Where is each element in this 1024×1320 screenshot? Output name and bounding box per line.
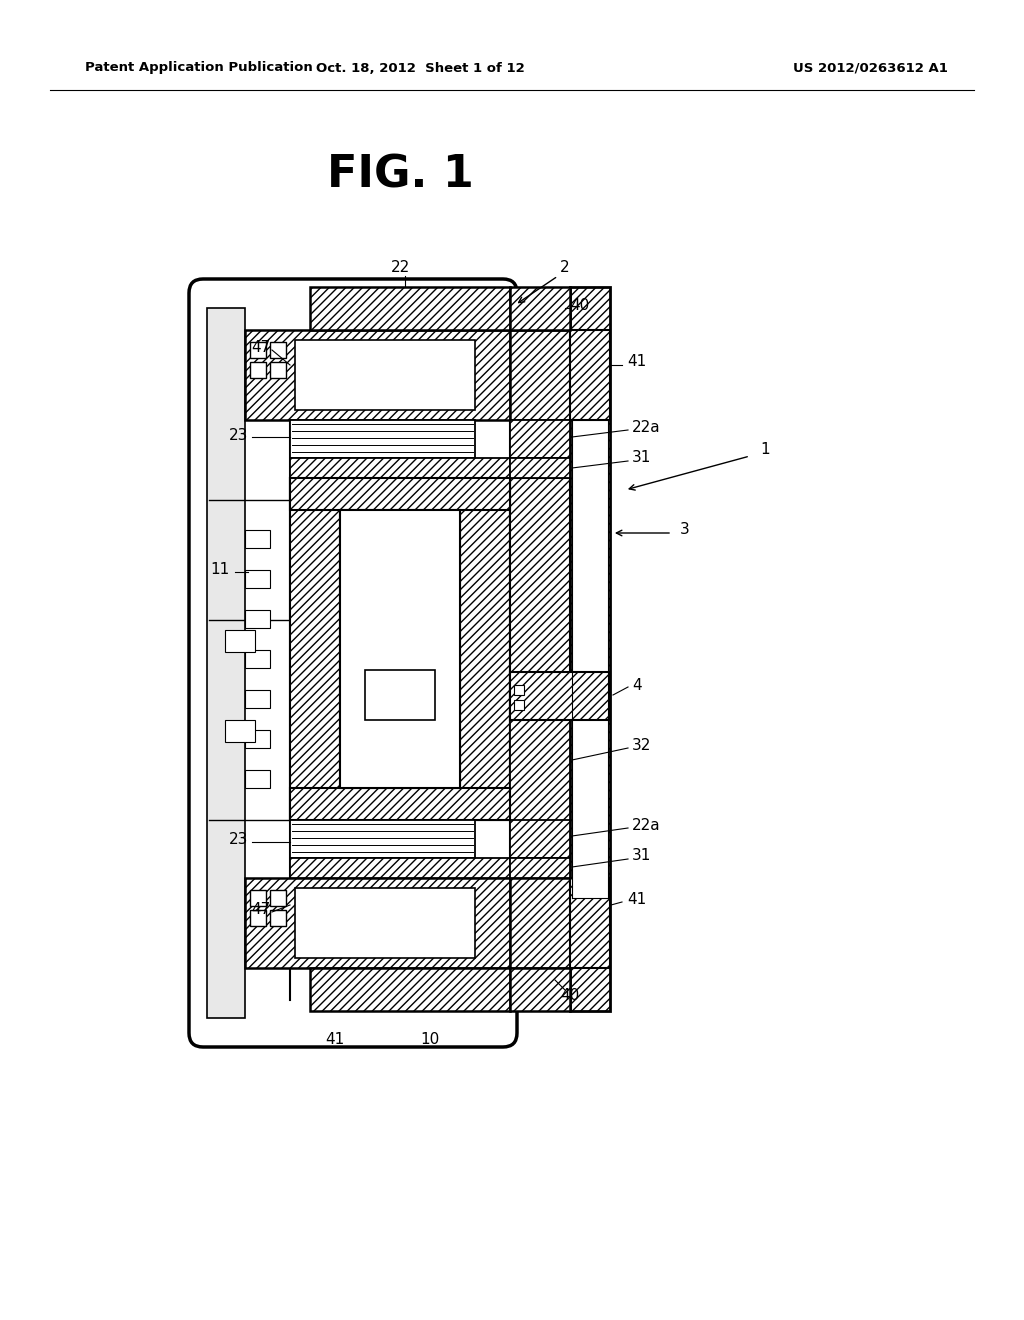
Text: 10: 10 bbox=[421, 1032, 439, 1048]
Bar bbox=[310, 968, 510, 1011]
Bar bbox=[290, 478, 340, 820]
FancyBboxPatch shape bbox=[189, 279, 517, 1047]
Bar bbox=[270, 362, 286, 378]
Text: 32: 32 bbox=[632, 738, 651, 752]
Bar bbox=[510, 330, 570, 420]
Text: 40: 40 bbox=[570, 297, 589, 313]
Bar bbox=[510, 672, 610, 719]
Text: US 2012/0263612 A1: US 2012/0263612 A1 bbox=[793, 62, 947, 74]
Text: 23: 23 bbox=[228, 833, 248, 847]
Bar bbox=[245, 878, 510, 968]
Text: 22a: 22a bbox=[632, 421, 660, 436]
Text: Patent Application Publication: Patent Application Publication bbox=[85, 62, 312, 74]
Bar bbox=[340, 510, 460, 788]
Bar bbox=[207, 308, 245, 1018]
Text: 31: 31 bbox=[632, 450, 651, 466]
Bar bbox=[250, 362, 266, 378]
Text: 3: 3 bbox=[680, 523, 690, 537]
Text: 1: 1 bbox=[760, 442, 770, 458]
Text: 40: 40 bbox=[560, 987, 580, 1002]
Bar bbox=[225, 630, 255, 652]
Bar bbox=[510, 858, 570, 878]
Bar bbox=[245, 531, 270, 548]
Bar bbox=[510, 458, 570, 478]
Bar bbox=[250, 909, 266, 927]
Text: Oct. 18, 2012  Sheet 1 of 12: Oct. 18, 2012 Sheet 1 of 12 bbox=[315, 62, 524, 74]
Bar bbox=[270, 909, 286, 927]
Text: 47: 47 bbox=[251, 341, 270, 355]
Bar bbox=[250, 890, 266, 906]
Bar bbox=[245, 690, 270, 708]
Bar bbox=[270, 890, 286, 906]
Text: 22: 22 bbox=[390, 260, 410, 276]
Bar bbox=[460, 478, 510, 820]
Bar bbox=[514, 685, 524, 696]
Text: 4: 4 bbox=[632, 677, 642, 693]
Bar bbox=[510, 878, 570, 968]
Text: 41: 41 bbox=[627, 892, 646, 908]
Bar bbox=[290, 788, 510, 820]
Bar bbox=[510, 478, 570, 820]
Text: 2: 2 bbox=[560, 260, 569, 276]
Bar bbox=[510, 820, 570, 858]
Bar bbox=[290, 458, 510, 478]
Bar bbox=[245, 610, 270, 628]
Bar bbox=[245, 770, 270, 788]
Text: 11: 11 bbox=[211, 562, 230, 578]
Bar bbox=[250, 342, 266, 358]
Text: 22a: 22a bbox=[632, 818, 660, 833]
Bar bbox=[290, 858, 510, 878]
Bar bbox=[295, 888, 475, 958]
Bar bbox=[290, 820, 475, 858]
Bar bbox=[572, 420, 608, 898]
Bar bbox=[290, 478, 510, 510]
Text: 23: 23 bbox=[228, 428, 248, 442]
Bar bbox=[365, 671, 435, 719]
Bar bbox=[245, 649, 270, 668]
Bar bbox=[310, 286, 510, 330]
Bar bbox=[510, 968, 570, 1011]
Bar bbox=[245, 730, 270, 748]
Bar bbox=[510, 286, 570, 330]
Bar bbox=[245, 570, 270, 587]
Bar bbox=[245, 330, 510, 420]
Text: 31: 31 bbox=[632, 849, 651, 863]
Bar bbox=[570, 878, 610, 968]
Bar bbox=[270, 342, 286, 358]
Bar bbox=[570, 330, 610, 420]
Text: 41: 41 bbox=[326, 1032, 345, 1048]
Bar bbox=[510, 719, 570, 869]
Bar bbox=[225, 719, 255, 742]
Text: FIG. 1: FIG. 1 bbox=[327, 153, 473, 197]
Bar bbox=[510, 420, 570, 458]
Text: 41: 41 bbox=[627, 355, 646, 370]
Bar bbox=[290, 420, 475, 458]
Bar bbox=[514, 700, 524, 710]
Text: 47: 47 bbox=[251, 903, 270, 917]
Bar bbox=[295, 341, 475, 411]
Bar bbox=[570, 286, 610, 1011]
